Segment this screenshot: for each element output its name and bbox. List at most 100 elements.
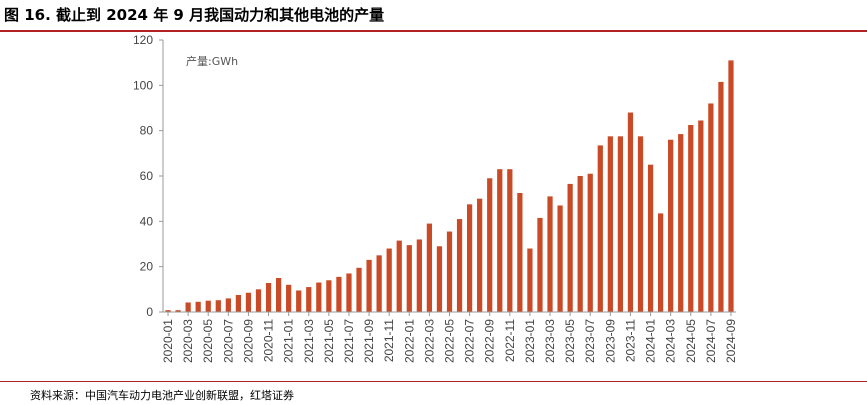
x-tick-label: 2020-01 [161,319,175,363]
bar [426,223,433,312]
bar [607,136,613,312]
bar [668,139,674,312]
bar [487,178,493,312]
bar [286,284,292,312]
bar [296,290,302,312]
x-tick-label: 2022-01 [402,319,416,363]
chart-title: 图 16. 截止到 2024 年 9 月我国动力和其他电池的产量 [4,6,385,24]
y-tick-label: 120 [133,33,153,47]
x-tick-label: 2023-01 [523,319,537,363]
bar [396,240,402,312]
bar [446,231,453,312]
bar [688,125,694,312]
bar [698,120,704,312]
x-tick-label: 2024-05 [684,319,698,363]
bar [185,302,191,312]
bar [326,280,332,312]
x-tick-label: 2021-09 [362,319,376,363]
bar-series [165,60,734,313]
x-tick-label: 2023-11 [623,319,637,362]
bar [436,246,443,312]
y-axis: 0 20 40 60 80 100 120 [133,33,164,319]
x-tick-label: 2020-05 [201,319,215,363]
x-tick-label: 2023-03 [543,319,557,363]
x-axis: 2020-01 2020-03 2020-05 2020-07 2020-09 2020-… [161,311,738,363]
bar [557,205,563,312]
bar [416,239,422,312]
x-tick-label: 2023-07 [583,319,597,363]
x-tick-label: 2020-11 [262,319,276,362]
title-divider [0,30,867,32]
bar [577,176,583,312]
bar [507,169,513,312]
bar [678,134,684,312]
bar [406,245,412,312]
bar [356,267,362,312]
unit-label: 产量:GWh [186,54,238,68]
bar [386,248,392,312]
bar [245,292,252,312]
bar [627,112,634,312]
bar [597,145,603,312]
bar [617,136,624,312]
bar [647,164,654,312]
bar [456,219,463,312]
x-tick-label: 2021-05 [322,319,336,363]
x-tick-label: 2024-07 [704,319,718,363]
bar [316,282,322,312]
y-tick-label: 40 [140,214,154,228]
source-note: 资料来源：中国汽车动力电池产业创新联盟，红塔证券 [30,389,294,402]
bar [567,183,573,312]
x-tick-label: 2022-09 [483,319,497,363]
bar [306,287,312,312]
bar [195,301,201,312]
bar [346,273,352,312]
bar [657,213,664,312]
bar [708,103,714,312]
x-tick-label: 2023-05 [563,319,577,363]
bar [547,196,553,312]
bar [235,295,242,312]
x-tick-label: 2021-11 [382,319,396,362]
x-tick-label: 2020-03 [181,319,195,363]
bar [527,248,533,312]
x-tick-label: 2024-03 [664,319,678,363]
y-tick-label: 20 [140,260,154,274]
x-tick-label: 2021-03 [302,319,316,363]
x-tick-label: 2021-01 [282,319,296,363]
x-tick-label: 2024-01 [644,319,658,363]
x-tick-label: 2020-07 [221,319,235,363]
bar [205,300,211,312]
source-divider [0,381,867,382]
bar [366,259,372,312]
bar [728,60,734,313]
bar [587,173,593,312]
y-tick-label: 80 [140,124,154,138]
x-tick-label: 2021-07 [342,319,356,363]
bar [275,278,282,312]
bar [265,282,272,312]
bar [497,169,503,312]
bar [477,198,483,312]
bar [517,193,523,312]
bar [225,298,231,312]
bar [537,217,543,312]
y-tick-label: 100 [133,78,153,92]
x-tick-label: 2022-11 [503,319,517,362]
x-tick-label: 2023-09 [603,319,617,363]
x-tick-label: 2024-09 [724,319,738,363]
bar [637,136,644,312]
x-tick-label: 2020-09 [241,319,255,363]
bar [165,310,171,312]
bar [718,81,724,313]
bar [336,276,342,312]
x-tick-label: 2022-03 [422,319,436,363]
bar [175,310,181,312]
bar [215,300,221,312]
x-tick-label: 2022-05 [443,319,457,363]
bar [255,289,262,312]
x-tick-label: 2022-07 [463,319,477,363]
bar [466,204,473,312]
bar [376,255,382,312]
